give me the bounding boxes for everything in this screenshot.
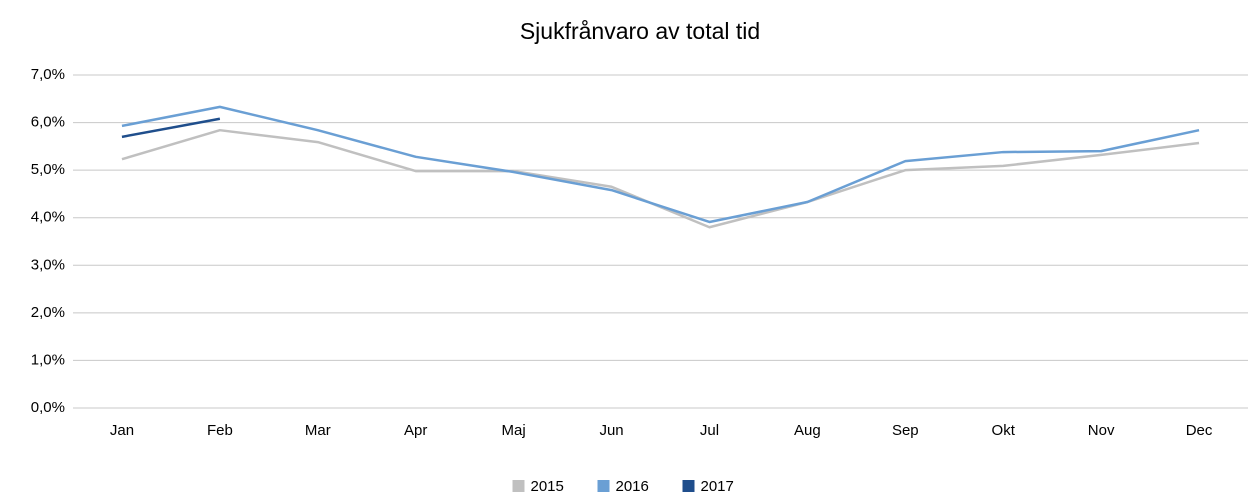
legend-label: 2017 (701, 478, 734, 495)
y-tick-label: 1,0% (31, 351, 65, 368)
x-tick-label: Feb (207, 422, 233, 439)
x-tick-label: Okt (992, 422, 1016, 439)
x-tick-label: Maj (502, 422, 526, 439)
y-tick-label: 2,0% (31, 304, 65, 321)
x-tick-label: Jan (110, 422, 134, 439)
x-tick-label: Nov (1088, 422, 1115, 439)
x-tick-label: Jul (700, 422, 719, 439)
legend-swatch (512, 480, 525, 492)
chart-title: Sjukfrånvaro av total tid (520, 18, 760, 44)
legend-label: 2016 (616, 478, 649, 495)
y-tick-label: 4,0% (31, 209, 65, 226)
y-tick-label: 7,0% (31, 66, 65, 83)
line-series (121, 117, 221, 139)
legend-swatch (597, 480, 610, 492)
legend-label: 2015 (531, 478, 564, 495)
x-tick-label: Aug (794, 422, 821, 439)
x-tick-label: Sep (892, 422, 919, 439)
y-tick-label: 5,0% (31, 161, 65, 178)
y-tick-label: 0,0% (31, 399, 65, 416)
legend-swatch (682, 480, 695, 492)
y-tick-label: 3,0% (31, 256, 65, 273)
x-tick-label: Apr (404, 422, 427, 439)
x-tick-label: Mar (305, 422, 331, 439)
line-series (121, 128, 1200, 229)
line-series (121, 105, 1200, 224)
y-tick-label: 6,0% (31, 114, 65, 131)
x-tick-label: Dec (1186, 422, 1213, 439)
x-tick-label: Jun (599, 422, 623, 439)
